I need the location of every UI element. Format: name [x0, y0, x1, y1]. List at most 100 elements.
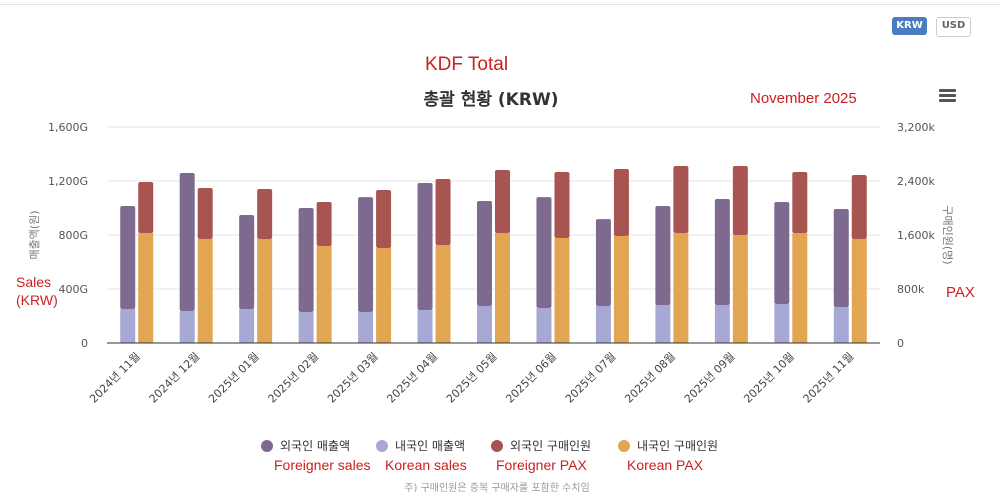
bar-foreign-pax [376, 189, 392, 249]
y-tick-label: 800G [58, 229, 88, 242]
x-tick-label: 2024년 12월 [147, 350, 203, 406]
legend-dot-icon [491, 439, 503, 452]
bar-foreign-sales [833, 208, 849, 307]
bar-foreign-sales [536, 197, 552, 309]
x-tick-label: 2025년 07월 [563, 350, 619, 406]
x-tick-label: 2025년 02월 [266, 350, 322, 406]
usd-button[interactable]: USD [936, 17, 971, 37]
y2-axis-title: 구매인원(명) [941, 205, 954, 264]
bar-korean-sales [774, 303, 790, 343]
x-tick-label: 2025년 10월 [741, 350, 797, 406]
bar-foreign-pax [257, 189, 273, 239]
footnote: 주) 구매인원은 중복 구매자를 포함한 수치임 [404, 483, 590, 494]
bar-korean-pax [376, 248, 392, 343]
y2-tick-label: 3,200k [897, 121, 935, 134]
bar-korean-pax [851, 238, 867, 343]
bar-foreign-pax [316, 201, 332, 247]
sales-annotation: Sales (KRW) [16, 274, 58, 308]
bar-korean-pax [435, 244, 451, 343]
y2-tick-label: 1,600k [897, 229, 935, 242]
bar-foreign-sales [477, 200, 492, 307]
x-tick-label: 2025년 08월 [622, 350, 678, 406]
bar-korean-pax [495, 232, 510, 343]
legend-item-korean-sales[interactable]: 내국인 매출액 [376, 437, 465, 454]
bar-foreign-pax [792, 172, 808, 233]
bar-foreign-pax [554, 172, 570, 238]
y-tick-label: 0 [81, 337, 88, 350]
bar-korean-sales [714, 305, 730, 343]
x-tick-label: 2025년 06월 [503, 350, 559, 406]
bar-korean-sales [120, 308, 136, 343]
bar-korean-sales [298, 311, 314, 343]
top-divider [0, 4, 1000, 5]
chart-title: 총괄 현황 (KRW) [423, 90, 559, 110]
legend-label: 내국인 매출액 [395, 439, 466, 453]
bar-korean-pax [792, 232, 808, 343]
x-tick-label: 2025년 09월 [682, 350, 738, 406]
bar-korean-pax [138, 232, 154, 343]
bar-foreign-sales [358, 197, 374, 312]
bar-korean-sales [833, 306, 849, 343]
bar-korean-sales [239, 308, 255, 343]
legend-dot-icon [376, 439, 388, 452]
bar-foreign-sales [120, 205, 136, 309]
legend-translation: Foreigner sales [274, 457, 371, 473]
hamburger-menu-icon[interactable] [939, 89, 956, 103]
bar-foreign-sales [239, 215, 255, 309]
x-tick-label: 2025년 03월 [325, 350, 381, 406]
bar-korean-sales [477, 306, 492, 343]
legend-item-foreign-pax[interactable]: 외국인 구매인원 [491, 437, 591, 454]
bar-foreign-sales [298, 208, 314, 312]
bar-foreign-pax [197, 188, 213, 239]
pax-annotation: PAX [946, 284, 975, 301]
legend-item-foreign-sales[interactable]: 외국인 매출액 [261, 437, 350, 454]
legend-translation: Foreigner PAX [496, 457, 587, 473]
x-tick-label: 2025년 05월 [444, 350, 500, 406]
bar-korean-sales [536, 308, 552, 343]
legend-dot-icon [261, 439, 273, 452]
legend-label: 내국인 구매인원 [637, 439, 719, 453]
legend-label: 외국인 매출액 [280, 439, 351, 453]
bar-foreign-sales [179, 173, 195, 312]
bar-foreign-pax [732, 166, 748, 235]
bar-korean-pax [732, 235, 748, 343]
period-annotation: November 2025 [750, 90, 857, 107]
bar-korean-pax [554, 237, 570, 343]
y-axis-title: 매출액(원) [28, 210, 41, 259]
legend-translation: Korean PAX [627, 457, 704, 473]
legend-translation: Korean sales [385, 457, 467, 473]
y-tick-label: 1,600G [48, 121, 88, 134]
bar-foreign-pax [435, 178, 451, 245]
bar-korean-sales [655, 305, 671, 343]
bar-korean-sales [358, 311, 374, 343]
x-tick-label: 2024년 11월 [87, 350, 143, 406]
bar-foreign-pax [851, 174, 867, 239]
bar-korean-pax [197, 238, 213, 343]
y2-tick-label: 800k [897, 283, 925, 296]
x-tick-label: 2025년 04월 [384, 350, 440, 406]
y-tick-label: 400G [58, 283, 88, 296]
x-tick-label: 2025년 01월 [206, 350, 262, 406]
kdf-total-annotation: KDF Total [425, 54, 509, 75]
legend-dot-icon [618, 439, 630, 452]
legend-label: 외국인 구매인원 [510, 439, 592, 453]
bar-korean-pax [613, 236, 629, 343]
bar-foreign-sales [417, 183, 433, 311]
y-tick-label: 1,200G [48, 175, 88, 188]
krw-button[interactable]: KRW [892, 17, 927, 35]
x-tick-label: 2025년 11월 [801, 350, 857, 406]
y2-tick-label: 0 [897, 337, 904, 350]
bar-korean-pax [316, 246, 332, 343]
bar-korean-pax [673, 232, 689, 343]
bar-korean-sales [179, 311, 195, 343]
bar-korean-sales [595, 306, 611, 343]
bar-foreign-sales [714, 198, 730, 306]
bar-foreign-sales [655, 205, 671, 306]
legend-item-korean-pax[interactable]: 내국인 구매인원 [618, 437, 718, 454]
bar-foreign-pax [495, 169, 510, 233]
bar-foreign-pax [138, 182, 154, 233]
bar-korean-sales [417, 310, 433, 343]
bar-foreign-sales [774, 202, 790, 304]
chart-legend: 외국인 매출액 내국인 매출액 외국인 구매인원 내국인 구매인원 [0, 437, 1008, 457]
